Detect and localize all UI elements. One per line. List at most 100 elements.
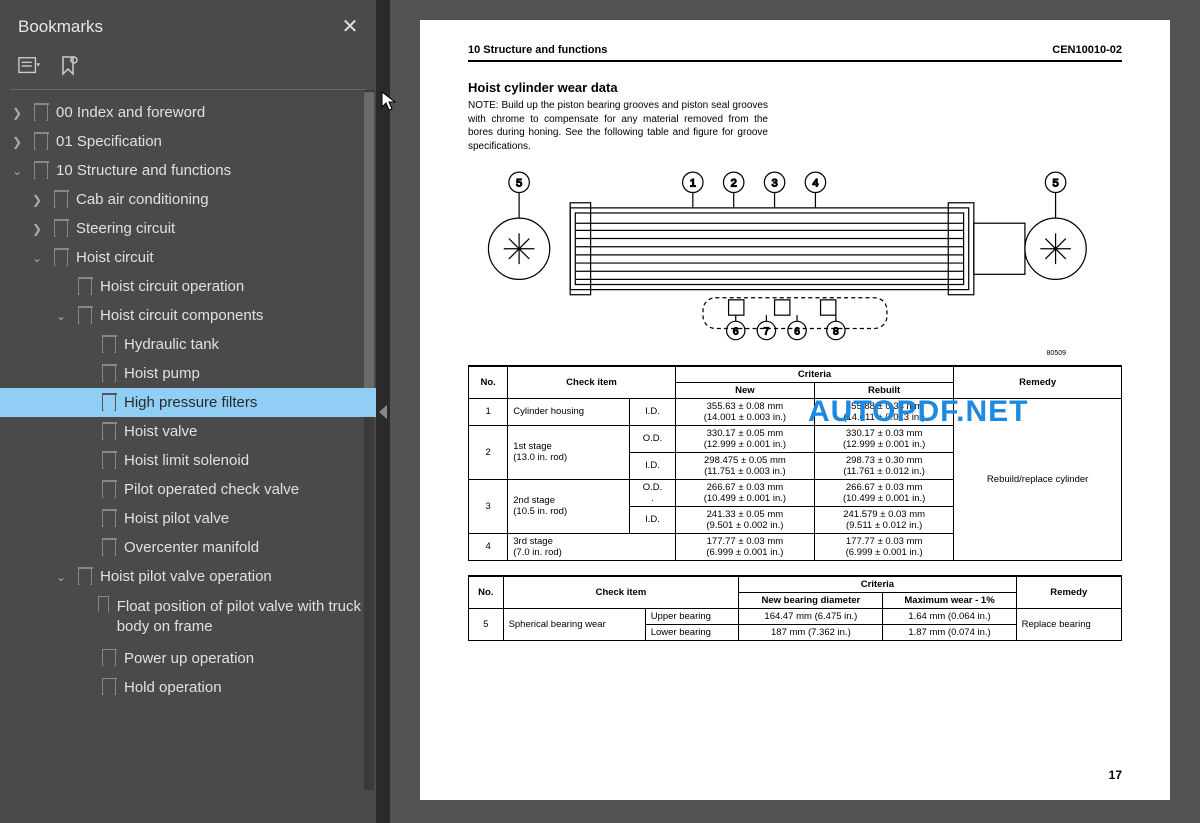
svg-text:5: 5 [1052, 177, 1058, 189]
bookmark-ribbon-icon[interactable] [58, 55, 80, 77]
tree-item-overcenter[interactable]: Overcenter manifold [0, 533, 376, 562]
section-title: Hoist cylinder wear data [468, 80, 1122, 95]
tree-item-structure[interactable]: ⌄ 10 Structure and functions [0, 156, 376, 185]
chevron-down-icon[interactable]: ⌄ [32, 251, 46, 265]
tree-item-pilot-op[interactable]: ⌄ Hoist pilot valve operation [0, 562, 376, 591]
th-check: Check item [508, 366, 676, 399]
bookmark-icon [54, 250, 68, 266]
tree-item-hold[interactable]: Hold operation [0, 673, 376, 702]
page-number: 17 [1109, 768, 1122, 782]
tree-item-limit[interactable]: Hoist limit solenoid [0, 446, 376, 475]
bookmark-icon [34, 105, 48, 121]
watermark: AUTOPDF.NET [808, 395, 1028, 429]
cell: 3 [469, 479, 508, 533]
svg-text:7: 7 [764, 327, 770, 338]
chevron-right-icon[interactable]: ❯ [12, 106, 26, 120]
tree-label: High pressure filters [124, 394, 257, 411]
th-check: Check item [503, 576, 739, 609]
bookmark-icon [98, 597, 109, 613]
header-right: CEN10010-02 [1052, 44, 1122, 56]
tree-item-hoist-op[interactable]: Hoist circuit operation [0, 272, 376, 301]
bookmark-icon [34, 163, 48, 179]
cell: 330.17 ± 0.05 mm(12.999 ± 0.001 in.) [675, 425, 814, 452]
chevron-right-icon[interactable]: ❯ [32, 193, 46, 207]
tree-item-valve[interactable]: Hoist valve [0, 417, 376, 446]
chevron-down-icon[interactable]: ⌄ [56, 309, 70, 323]
tree-label: Hoist limit solenoid [124, 452, 249, 469]
cell: 355.63 ± 0.08 mm(14.001 ± 0.003 in.) [675, 398, 814, 425]
sidebar-title: Bookmarks [18, 17, 103, 37]
bookmark-icon [78, 569, 92, 585]
options-icon[interactable] [18, 55, 40, 77]
cell: I.D. [630, 398, 676, 425]
bookmark-icon [102, 679, 116, 695]
chevron-right-icon[interactable]: ❯ [32, 222, 46, 236]
pdf-page: 10 Structure and functions CEN10010-02 H… [420, 20, 1170, 800]
bookmarks-sidebar: Bookmarks ✕ ❯ 00 Index and foreword ❯ 01… [0, 0, 376, 823]
cell: O.D.. [630, 479, 676, 506]
bookmark-icon [102, 337, 116, 353]
cell: 5 [469, 608, 504, 640]
th-nbd: New bearing diameter [739, 592, 883, 608]
th-criteria: Criteria [739, 576, 1016, 593]
cell: 1st stage(13.0 in. rod) [508, 425, 630, 479]
tree-item-spec[interactable]: ❯ 01 Specification [0, 127, 376, 156]
tree-label: 10 Structure and functions [56, 162, 231, 179]
tree-item-float[interactable]: Float position of pilot valve with truck… [0, 591, 376, 644]
tree-item-powerup[interactable]: Power up operation [0, 644, 376, 673]
tree-item-steering[interactable]: ❯ Steering circuit [0, 214, 376, 243]
cell: 241.579 ± 0.03 mm(9.511 ± 0.012 in.) [815, 506, 954, 533]
svg-text:1: 1 [690, 177, 696, 189]
chevron-right-icon[interactable]: ❯ [12, 135, 26, 149]
tree-label: Hoist circuit [76, 249, 154, 266]
tree-label: Hoist circuit components [100, 307, 263, 324]
cell: 2 [469, 425, 508, 479]
chevron-down-icon[interactable]: ⌄ [56, 570, 70, 584]
cell: 177.77 ± 0.03 mm(6.999 ± 0.001 in.) [815, 533, 954, 560]
tree-item-hoist-comp[interactable]: ⌄ Hoist circuit components [0, 301, 376, 330]
svg-text:6: 6 [794, 327, 800, 338]
th-remedy: Remedy [954, 366, 1122, 399]
note-text: NOTE: Build up the piston bearing groove… [468, 99, 768, 153]
cell: 1.64 mm (0.064 in.) [883, 608, 1016, 624]
bookmark-tree: ❯ 00 Index and foreword ❯ 01 Specificati… [0, 90, 376, 823]
tree-label: Pilot operated check valve [124, 481, 299, 498]
cell: Cylinder housing [508, 398, 630, 425]
tree-label: Cab air conditioning [76, 191, 209, 208]
tree-item-cab[interactable]: ❯ Cab air conditioning [0, 185, 376, 214]
bookmark-icon [78, 308, 92, 324]
chevron-down-icon[interactable]: ⌄ [12, 164, 26, 178]
tree-item-pilot-valve[interactable]: Hoist pilot valve [0, 504, 376, 533]
collapse-arrow-icon [379, 405, 387, 419]
th-max: Maximum wear - 1% [883, 592, 1016, 608]
th-no: No. [469, 366, 508, 399]
cell: 187 mm (7.362 in.) [739, 624, 883, 640]
tree-label: Hoist valve [124, 423, 197, 440]
bookmark-icon [102, 453, 116, 469]
tree-label: Hoist pilot valve operation [100, 568, 272, 585]
tree-label: Overcenter manifold [124, 539, 259, 556]
cell: 4 [469, 533, 508, 560]
sidebar-toolbar [0, 47, 376, 89]
cell: Spherical bearing wear [503, 608, 645, 640]
collapse-sidebar-handle[interactable] [376, 0, 390, 823]
cell: Upper bearing [645, 608, 739, 624]
tree-item-index[interactable]: ❯ 00 Index and foreword [0, 98, 376, 127]
svg-text:3: 3 [771, 177, 777, 189]
cylinder-diagram: 5 5 1 2 3 [468, 167, 1122, 341]
tree-item-filters[interactable]: High pressure filters [0, 388, 376, 417]
tree-label: Power up operation [124, 650, 254, 667]
cell: 266.67 ± 0.03 mm(10.499 ± 0.001 in.) [675, 479, 814, 506]
bookmark-icon [102, 482, 116, 498]
bookmark-icon [102, 511, 116, 527]
th-no: No. [469, 576, 504, 609]
tree-item-pilot-check[interactable]: Pilot operated check valve [0, 475, 376, 504]
close-icon[interactable]: ✕ [342, 14, 359, 39]
tree-label: Steering circuit [76, 220, 175, 237]
tree-item-hydraulic[interactable]: Hydraulic tank [0, 330, 376, 359]
cell: O.D. [630, 425, 676, 452]
wear-table-2: No. Check item Criteria Remedy New beari… [468, 575, 1122, 641]
tree-label: Hoist pilot valve [124, 510, 229, 527]
tree-item-hoist[interactable]: ⌄ Hoist circuit [0, 243, 376, 272]
tree-item-pump[interactable]: Hoist pump [0, 359, 376, 388]
